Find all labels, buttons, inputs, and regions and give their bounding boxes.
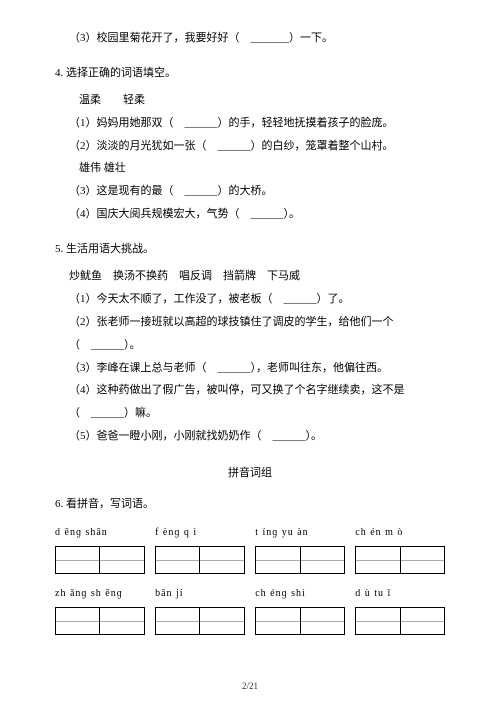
char-box-group	[155, 607, 245, 635]
pinyin-label: ch én m ò	[355, 523, 445, 542]
pinyin-section-title: 拼音词组	[55, 463, 445, 484]
char-box-group	[355, 546, 445, 574]
pinyin-label: f ènɡ q ì	[155, 523, 245, 542]
section4-q3: （3）这是现有的最（ ______）的大桥。	[69, 181, 445, 202]
pinyin-row-2: zh ǎnɡ sh ēnɡ bān jí ch énɡ shì d ù tu ī	[55, 584, 445, 603]
section4-q2: （2）淡淡的月光犹如一张（ ______）的白纱，笼罩着整个山村。	[69, 136, 445, 157]
q3-line3: （3）校园里菊花开了，我要好好（ _______）一下。	[69, 28, 445, 49]
pinyin-row-1: d ēnɡ shān f ènɡ q ì t ínɡ yu àn ch én m…	[55, 523, 445, 542]
section5-q3: （3）李峰在课上总与老师（ ______），老师叫往东，他偏往西。	[69, 358, 445, 379]
pinyin-label: d ù tu ī	[355, 584, 445, 603]
char-box-group	[55, 546, 145, 574]
section4-q4: （4）国庆大阅兵规模宏大，气势（ ______）。	[69, 204, 445, 225]
pinyin-label: zh ǎnɡ sh ēnɡ	[55, 584, 145, 603]
section4-header: 4. 选择正确的词语填空。	[55, 63, 445, 84]
char-boxes[interactable]	[155, 546, 245, 574]
section6-header: 6. 看拼音，写词语。	[55, 494, 445, 515]
box-row-2	[55, 607, 445, 635]
char-boxes[interactable]	[155, 607, 245, 635]
section5-q2b: （ ______）。	[69, 335, 445, 356]
pinyin-label: bān jí	[155, 584, 245, 603]
section5-header: 5. 生活用语大挑战。	[55, 239, 445, 260]
section4-pair1: 温柔 轻柔	[79, 90, 445, 111]
section4-pair2: 雄伟 雄壮	[79, 158, 445, 179]
section5-q2a: （2）张老师一接班就以高超的球技镇住了调皮的学生，给他们一个	[69, 312, 445, 333]
char-boxes[interactable]	[55, 607, 145, 635]
pinyin-label: d ēnɡ shān	[55, 523, 145, 542]
section5-title: 生活用语大挑战。	[66, 243, 154, 255]
pinyin-label: ch énɡ shì	[255, 584, 345, 603]
section5-q5: （5）爸爸一瞪小刚，小刚就找奶奶作（ ______）。	[69, 426, 445, 447]
char-box-group	[355, 607, 445, 635]
char-box-group	[55, 607, 145, 635]
char-box-group	[155, 546, 245, 574]
char-box-group	[255, 546, 345, 574]
char-boxes[interactable]	[255, 607, 345, 635]
section4-q1: （1）妈妈用她那双（ ______）的手，轻轻地抚摸着孩子的脸庞。	[69, 113, 445, 134]
char-boxes[interactable]	[55, 546, 145, 574]
section6-num: 6.	[55, 498, 63, 510]
char-boxes[interactable]	[355, 607, 445, 635]
box-row-1	[55, 546, 445, 574]
section5-q4a: （4）这种药做出了假广告，被叫停，可又换了个名字继续卖，这不是	[69, 380, 445, 401]
section6-title: 看拼音，写词语。	[66, 498, 154, 510]
section5-words: 炒鱿鱼 换汤不换药 唱反调 挡箭牌 下马威	[69, 266, 445, 287]
char-boxes[interactable]	[355, 546, 445, 574]
section4-num: 4.	[55, 67, 63, 79]
pinyin-label: t ínɡ yu àn	[255, 523, 345, 542]
char-boxes[interactable]	[255, 546, 345, 574]
section4-title: 选择正确的词语填空。	[66, 67, 176, 79]
section5-num: 5.	[55, 243, 63, 255]
section5-q1: （1）今天太不顺了，工作没了，被老板（ ______）了。	[69, 289, 445, 310]
section5-q4b: （ ______）嘛。	[69, 403, 445, 424]
page-number: 2/21	[0, 678, 500, 695]
char-box-group	[255, 607, 345, 635]
